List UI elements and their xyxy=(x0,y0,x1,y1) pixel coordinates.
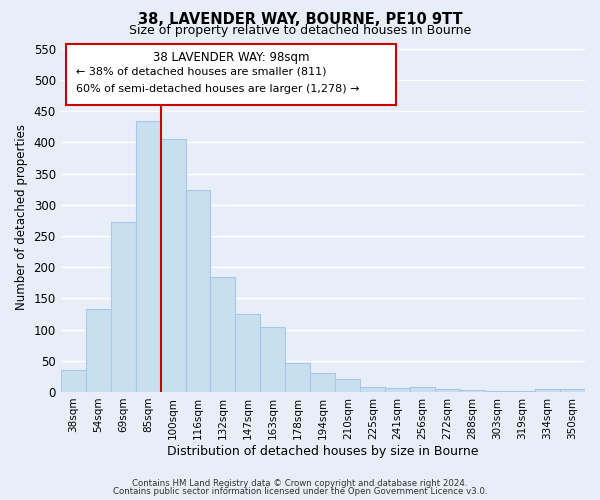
Text: 60% of semi-detached houses are larger (1,278) →: 60% of semi-detached houses are larger (… xyxy=(76,84,360,94)
Bar xyxy=(286,364,310,392)
Text: ← 38% of detached houses are smaller (811): ← 38% of detached houses are smaller (81… xyxy=(76,67,327,77)
Y-axis label: Number of detached properties: Number of detached properties xyxy=(15,124,28,310)
Bar xyxy=(510,390,535,392)
Bar xyxy=(260,327,286,392)
Bar xyxy=(211,277,235,392)
Bar xyxy=(360,387,385,392)
Bar xyxy=(335,380,360,392)
Bar xyxy=(86,309,110,392)
Text: Contains public sector information licensed under the Open Government Licence v3: Contains public sector information licen… xyxy=(113,487,487,496)
Bar xyxy=(110,222,136,392)
Bar xyxy=(161,139,185,392)
Bar xyxy=(235,314,260,392)
Bar xyxy=(61,370,86,392)
Bar xyxy=(435,390,460,392)
Bar xyxy=(310,373,335,392)
Bar xyxy=(485,390,510,392)
Bar xyxy=(385,388,410,392)
Bar xyxy=(136,120,161,392)
Bar xyxy=(535,389,560,392)
Bar xyxy=(460,390,485,392)
Text: Size of property relative to detached houses in Bourne: Size of property relative to detached ho… xyxy=(129,24,471,37)
Bar xyxy=(560,389,585,392)
Text: Contains HM Land Registry data © Crown copyright and database right 2024.: Contains HM Land Registry data © Crown c… xyxy=(132,478,468,488)
Bar xyxy=(185,190,211,392)
X-axis label: Distribution of detached houses by size in Bourne: Distribution of detached houses by size … xyxy=(167,444,479,458)
Bar xyxy=(410,387,435,392)
Text: 38, LAVENDER WAY, BOURNE, PE10 9TT: 38, LAVENDER WAY, BOURNE, PE10 9TT xyxy=(137,12,463,28)
Text: 38 LAVENDER WAY: 98sqm: 38 LAVENDER WAY: 98sqm xyxy=(153,51,310,64)
FancyBboxPatch shape xyxy=(66,44,396,106)
